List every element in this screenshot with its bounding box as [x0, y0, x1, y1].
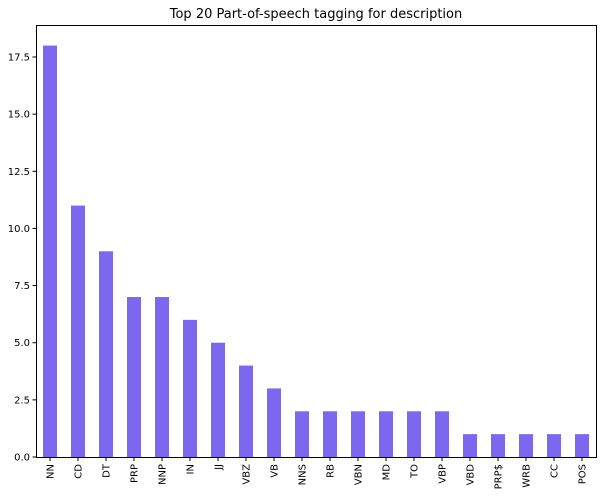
bar-md — [379, 411, 393, 457]
x-tick-label: MD — [382, 464, 393, 481]
bar-vbd — [463, 434, 477, 457]
x-tick-label: PRP — [130, 464, 141, 483]
chart-title: Top 20 Part-of-speech tagging for descri… — [169, 7, 462, 22]
y-tick-label: 12.5 — [8, 167, 30, 178]
bar-prp — [491, 434, 505, 457]
y-tick-label: 5.0 — [14, 338, 30, 349]
bar-wrb — [519, 434, 533, 457]
x-tick-label: CC — [550, 464, 561, 478]
x-tick-label: DT — [102, 463, 113, 478]
bar-nn — [43, 45, 57, 457]
x-tick-label: JJ — [214, 464, 225, 471]
x-tick-label: PRP$ — [494, 464, 505, 489]
bar-vbn — [351, 411, 365, 457]
x-tick-label: VBN — [354, 464, 365, 485]
bar-vbz — [239, 365, 253, 457]
x-tick-label: IN — [186, 464, 197, 474]
x-tick-label: VBZ — [242, 464, 253, 485]
x-tick-label: VBD — [466, 464, 477, 486]
bar-cd — [71, 205, 85, 457]
y-tick-label: 2.5 — [14, 395, 30, 406]
bar-vbp — [435, 411, 449, 457]
bars-group — [43, 45, 589, 457]
y-axis: 0.0 2.5 5.0 7.5 10.0 12.5 15.0 17.5 — [8, 53, 37, 464]
bar-pos — [575, 434, 589, 457]
y-tick-label: 10.0 — [8, 224, 30, 235]
x-tick-label: WRB — [522, 464, 533, 488]
x-tick-label: NN — [46, 464, 57, 479]
x-tick-label: NNP — [158, 464, 169, 485]
x-axis: NN CD DT PRP NNP IN JJ VBZ VB NNS RB VBN MD TO VBP VBD P… — [46, 457, 589, 489]
bar-nnp — [155, 297, 169, 457]
y-tick-label: 17.5 — [8, 53, 30, 64]
x-tick-label: TO — [410, 464, 421, 479]
y-tick-label: 7.5 — [14, 281, 30, 292]
bar-cc — [547, 434, 561, 457]
y-tick-label: 15.0 — [8, 110, 30, 121]
y-tick-label: 0.0 — [14, 453, 30, 464]
x-tick-label: VBP — [438, 464, 449, 484]
bar-prp — [127, 297, 141, 457]
bar-vb — [267, 388, 281, 457]
bar-dt — [99, 251, 113, 457]
x-tick-label: CD — [74, 464, 85, 479]
x-tick-label: VB — [270, 464, 281, 478]
x-tick-label: NNS — [298, 464, 309, 485]
bar-rb — [323, 411, 337, 457]
plot-frame — [36, 25, 597, 458]
bar-nns — [295, 411, 309, 457]
bar-to — [407, 411, 421, 457]
x-tick-label: RB — [326, 464, 337, 478]
bar-in — [183, 319, 197, 457]
x-tick-label: POS — [578, 464, 589, 484]
bar-jj — [211, 342, 225, 457]
